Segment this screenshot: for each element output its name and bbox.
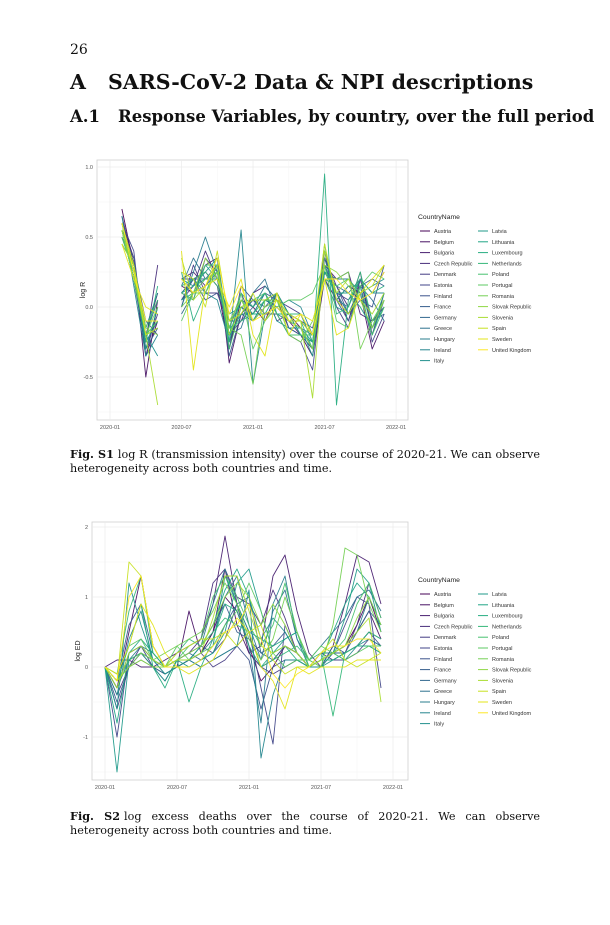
series-line-netherlands [104, 575, 382, 717]
x-tick-label: 2020-07 [167, 785, 187, 791]
legend-item-label: Spain [492, 326, 506, 332]
legend-item-label: Austria [434, 229, 452, 235]
y-tick-label: -0.5 [84, 375, 93, 381]
legend-item-label: Slovak Republic [492, 668, 532, 674]
legend-item-label: Spain [492, 689, 506, 695]
legend-item-label: Bulgaria [434, 251, 455, 257]
section-number: A [70, 70, 86, 94]
legend-item-label: Latvia [492, 229, 508, 235]
legend-item-label: Sweden [492, 337, 512, 343]
legend-item-label: Czech Republic [434, 261, 473, 267]
legend-item-label: Slovenia [492, 678, 514, 684]
subsection-title: Response Variables, by country, over the… [118, 107, 595, 126]
legend-item-label: Lithuania [492, 603, 515, 609]
legend-item-label: Finland [434, 294, 452, 300]
series-line-latvia [104, 568, 382, 773]
caption-text: log R (transmission intensity) over the … [70, 448, 540, 475]
legend-item-label: Denmark [434, 635, 457, 641]
section-heading: A SARS-CoV-2 Data & NPI descriptions [70, 70, 533, 94]
x-tick-label: 2021-01 [243, 425, 263, 431]
legend-item-label: Greece [434, 689, 452, 695]
legend-item-label: Luxembourg [492, 614, 523, 620]
legend-title: CountryName [418, 214, 460, 221]
figure-s1-caption: Fig. S1 log R (transmission intensity) ov… [70, 447, 540, 476]
series-line-united-kingdom [121, 222, 385, 336]
series-line-united-kingdom [104, 575, 382, 689]
series-line-lithuania [104, 568, 382, 724]
x-tick-label: 2021-01 [239, 785, 259, 791]
legend-item-label: Austria [434, 592, 452, 598]
y-axis-label: log ED [75, 640, 82, 661]
legend-item-label: Germany [434, 315, 457, 321]
legend-item-label: Romania [492, 657, 515, 663]
legend-item-label: Belgium [434, 603, 454, 609]
y-tick-label: -1 [83, 735, 88, 741]
figure-s2-caption: Fig. S2 log excess deaths over the course… [70, 809, 540, 838]
legend-item-label: Lithuania [492, 240, 515, 246]
legend-item-label: Ireland [434, 711, 451, 717]
legend-item-label: Luxembourg [492, 251, 523, 257]
y-tick-label: 0 [85, 665, 88, 671]
series-line-portugal [104, 582, 381, 675]
legend-item-label: United Kingdom [492, 711, 532, 717]
y-tick-label: 1 [85, 595, 88, 601]
y-tick-label: 0.0 [85, 305, 93, 311]
x-tick-label: 2022-01 [386, 425, 406, 431]
figure-s2-chart: 2 1 0 -1 log ED 2020-01 2020-07 2021-01 2021-07 2… [75, 521, 532, 791]
caption-text: log excess deaths over the course of 202… [70, 810, 541, 837]
legend-title: CountryName [418, 577, 460, 584]
page-number: 26 [70, 42, 88, 58]
x-tick-label: 2020-07 [171, 425, 191, 431]
section-title: SARS-CoV-2 Data & NPI descriptions [108, 70, 534, 94]
x-tick-label: 2020-01 [100, 425, 120, 431]
y-tick-label: 1.0 [85, 165, 93, 171]
y-tick-label: 2 [85, 525, 88, 531]
y-tick-label: 0.5 [85, 235, 93, 241]
legend-item-label: Slovak Republic [492, 305, 532, 311]
legend-item-label: Estonia [434, 283, 453, 289]
legend-item-label: France [434, 305, 451, 311]
legend-item-label: Estonia [434, 646, 453, 652]
figure-s1-chart: 1.0 0.5 0.0 -0.5 log R 2020-01 2020-07 2021-01 2… [80, 159, 532, 431]
legend-item-label: Sweden [492, 700, 512, 706]
x-tick-label: 2021-07 [314, 425, 334, 431]
legend-item-label: Portugal [492, 646, 513, 652]
legend-item-label: Germany [434, 678, 457, 684]
subsection-heading: A.1 Response Variables, by country, over … [70, 107, 594, 126]
legend-item-label: Denmark [434, 272, 457, 278]
legend-item-label: Hungary [434, 700, 455, 706]
legend-item-label: Latvia [492, 592, 508, 598]
figure-label: Fig. S2 [70, 809, 121, 823]
legend-item-label: Netherlands [492, 624, 522, 630]
legend-item-label: Netherlands [492, 261, 522, 267]
legend-item-label: Poland [492, 272, 509, 278]
x-tick-label: 2021-07 [311, 785, 331, 791]
legend-item-label: Portugal [492, 283, 513, 289]
legend-item-label: United Kingdom [492, 348, 532, 354]
series-line-romania [104, 547, 382, 682]
legend-item-label: Bulgaria [434, 614, 455, 620]
legend-item-label: Czech Republic [434, 624, 473, 630]
legend-item-label: Romania [492, 294, 515, 300]
legend-item-label: Finland [434, 657, 452, 663]
series-line-spain [121, 222, 385, 336]
legend-item-label: Hungary [434, 337, 455, 343]
x-tick-label: 2020-01 [95, 785, 115, 791]
series-line-slovenia [104, 575, 382, 703]
legend-item-label: France [434, 668, 451, 674]
legend-item-label: Ireland [434, 348, 451, 354]
series-line-sweden [104, 603, 381, 710]
legend-item-label: Italy [434, 722, 444, 728]
figure-label: Fig. S1 [70, 447, 114, 461]
legend-item-label: Slovenia [492, 315, 514, 321]
x-tick-label: 2022-01 [383, 785, 403, 791]
legend-item-label: Poland [492, 635, 509, 641]
y-axis-label: log R [80, 282, 87, 298]
legend-item-label: Belgium [434, 240, 454, 246]
legend-item-label: Italy [434, 359, 444, 365]
legend-item-label: Greece [434, 326, 452, 332]
subsection-number: A.1 [70, 107, 101, 126]
